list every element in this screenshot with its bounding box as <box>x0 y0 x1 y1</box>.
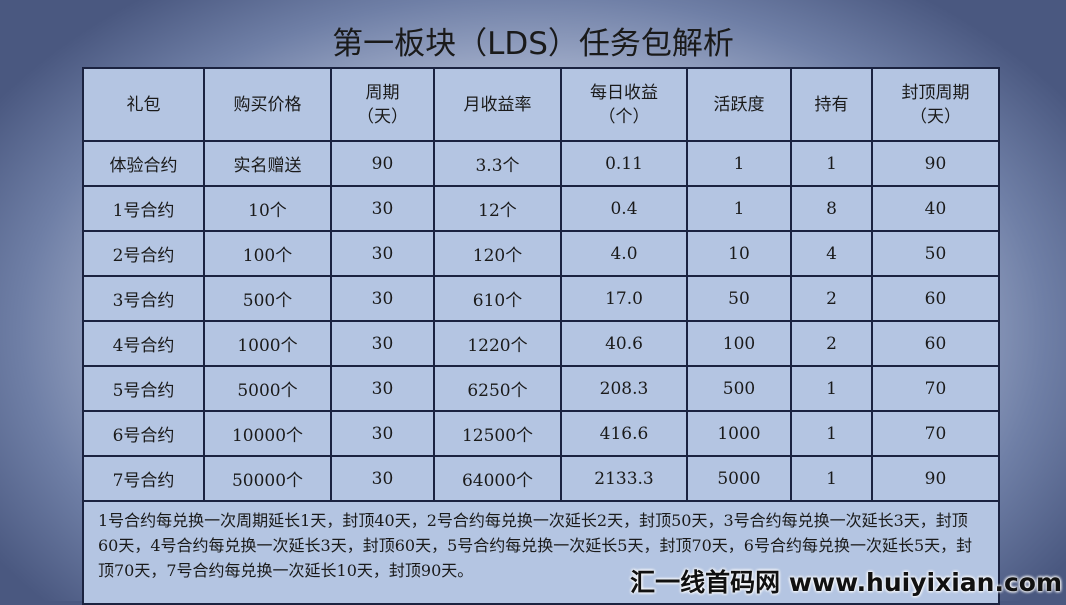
table-cell: 100个 <box>203 230 332 277</box>
table-cell: 3号合约 <box>82 275 205 322</box>
header-cell: 月收益率 <box>433 67 562 142</box>
table-row: 体验合约 实名赠送 90 3.3个 0.11 1 1 90 <box>82 140 1000 187</box>
table-cell: 12个 <box>433 185 562 232</box>
table-row: 7号合约 50000个 30 64000个 2133.3 5000 1 90 <box>82 455 1000 502</box>
table-cell: 1000 <box>686 410 792 457</box>
table-cell: 70 <box>871 365 1000 412</box>
table-cell: 5号合约 <box>82 365 205 412</box>
table-cell: 4.0 <box>560 230 688 277</box>
table-cell: 610个 <box>433 275 562 322</box>
header-cell: 礼包 <box>82 67 205 142</box>
table-cell: 6250个 <box>433 365 562 412</box>
table-cell: 8 <box>790 185 873 232</box>
table-cell: 1 <box>790 410 873 457</box>
table-row: 4号合约 1000个 30 1220个 40.6 100 2 60 <box>82 320 1000 367</box>
table-cell: 30 <box>330 275 435 322</box>
watermark: 汇一线首码网 www.huiyixian.com <box>630 568 1062 597</box>
table-cell: 30 <box>330 185 435 232</box>
header-cell: 每日收益 （个） <box>560 67 688 142</box>
table-cell: 120个 <box>433 230 562 277</box>
table-cell: 2号合约 <box>82 230 205 277</box>
table-cell: 1号合约 <box>82 185 205 232</box>
header-cell: 周期 （天） <box>330 67 435 142</box>
table-cell: 60 <box>871 275 1000 322</box>
table-cell: 0.4 <box>560 185 688 232</box>
table-cell: 10 <box>686 230 792 277</box>
table-cell: 30 <box>330 230 435 277</box>
table-cell: 12500个 <box>433 410 562 457</box>
header-cell: 持有 <box>790 67 873 142</box>
table-cell: 2 <box>790 320 873 367</box>
table-row: 1号合约 10个 30 12个 0.4 1 8 40 <box>82 185 1000 232</box>
table-cell: 500 <box>686 365 792 412</box>
table-cell: 30 <box>330 455 435 502</box>
table-cell: 416.6 <box>560 410 688 457</box>
table-cell: 64000个 <box>433 455 562 502</box>
table-cell: 10000个 <box>203 410 332 457</box>
table-cell: 0.11 <box>560 140 688 187</box>
table-cell: 2133.3 <box>560 455 688 502</box>
table-cell: 40 <box>871 185 1000 232</box>
header-cell: 购买价格 <box>203 67 332 142</box>
table-cell: 10个 <box>203 185 332 232</box>
table-cell: 1 <box>686 140 792 187</box>
note-row: 1号合约每兑换一次周期延长1天，封顶40天，2号合约每兑换一次延长2天，封顶50… <box>82 500 1000 605</box>
table-cell: 60 <box>871 320 1000 367</box>
table-cell: 2 <box>790 275 873 322</box>
table-cell: 90 <box>871 455 1000 502</box>
table-cell: 5000 <box>686 455 792 502</box>
note-cell: 1号合约每兑换一次周期延长1天，封顶40天，2号合约每兑换一次延长2天，封顶50… <box>82 500 1000 605</box>
table-cell: 40.6 <box>560 320 688 367</box>
table-cell: 50 <box>686 275 792 322</box>
header-row: 礼包 购买价格 周期 （天） 月收益率 每日收益 （个） 活跃度 持有 封顶周期 （天） <box>82 67 1000 142</box>
header-cell: 活跃度 <box>686 67 792 142</box>
table-cell: 30 <box>330 320 435 367</box>
table-cell: 4 <box>790 230 873 277</box>
header-cell: 封顶周期 （天） <box>871 67 1000 142</box>
table-cell: 1 <box>790 365 873 412</box>
table-cell: 1000个 <box>203 320 332 367</box>
table-cell: 17.0 <box>560 275 688 322</box>
table-cell: 30 <box>330 410 435 457</box>
table-cell: 1220个 <box>433 320 562 367</box>
table-cell: 90 <box>330 140 435 187</box>
table-cell: 3.3个 <box>433 140 562 187</box>
table-cell: 50000个 <box>203 455 332 502</box>
contract-table: 礼包 购买价格 周期 （天） 月收益率 每日收益 （个） 活跃度 持有 封顶周期 （天） 体验合… <box>82 67 1000 605</box>
table-cell: 1 <box>686 185 792 232</box>
table-body: 礼包 购买价格 周期 （天） 月收益率 每日收益 （个） 活跃度 持有 封顶周期 （天） 体验合… <box>82 67 1000 605</box>
table-cell: 1 <box>790 455 873 502</box>
table-row: 6号合约 10000个 30 12500个 416.6 1000 1 70 <box>82 410 1000 457</box>
table-cell: 6号合约 <box>82 410 205 457</box>
table-row: 2号合约 100个 30 120个 4.0 10 4 50 <box>82 230 1000 277</box>
table-cell: 实名赠送 <box>203 140 332 187</box>
table-cell: 70 <box>871 410 1000 457</box>
table-cell: 5000个 <box>203 365 332 412</box>
table-cell: 100 <box>686 320 792 367</box>
title: 第一板块（LDS）任务包解析 <box>332 26 734 62</box>
table-cell: 1 <box>790 140 873 187</box>
table-cell: 30 <box>330 365 435 412</box>
table-cell: 500个 <box>203 275 332 322</box>
table-cell: 体验合约 <box>82 140 205 187</box>
table-cell: 4号合约 <box>82 320 205 367</box>
table-cell: 208.3 <box>560 365 688 412</box>
table-row: 3号合约 500个 30 610个 17.0 50 2 60 <box>82 275 1000 322</box>
table-cell: 90 <box>871 140 1000 187</box>
table-cell: 50 <box>871 230 1000 277</box>
table-row: 5号合约 5000个 30 6250个 208.3 500 1 70 <box>82 365 1000 412</box>
table-cell: 7号合约 <box>82 455 205 502</box>
